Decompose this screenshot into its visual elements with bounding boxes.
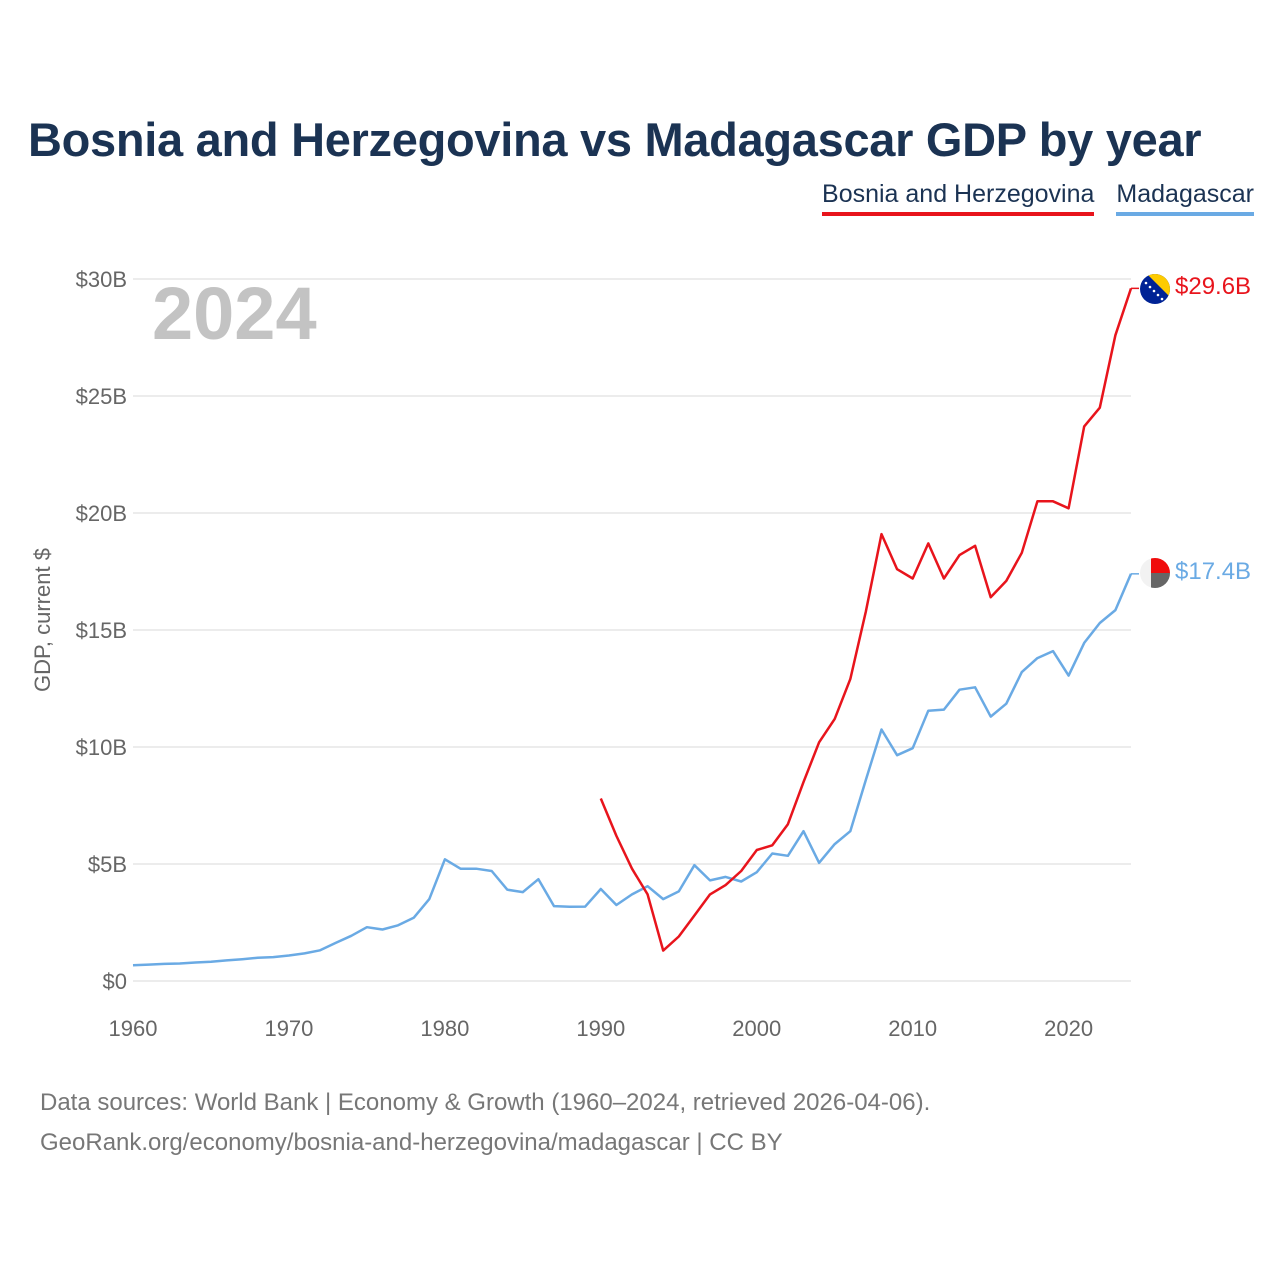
series-line-bih[interactable] xyxy=(599,288,1133,952)
y-tick-label: $15B xyxy=(76,618,127,643)
madagascar-flag-icon xyxy=(1140,558,1170,588)
y-tick-label: $5B xyxy=(88,852,127,877)
source-link[interactable]: GeoRank.org/economy/bosnia-and-herzegovi… xyxy=(40,1129,783,1156)
bosnia-flag-icon xyxy=(1140,274,1170,304)
legend-item-madagascar[interactable]: Madagascar xyxy=(1116,180,1254,216)
x-tick-label: 1990 xyxy=(576,1016,625,1041)
legend-item-bosnia[interactable]: Bosnia and Herzegovina xyxy=(822,180,1095,216)
gdp-line-chart: $0 $5B $10B $15B $20B $25B $30B 1960 1970 1980 19… xyxy=(30,267,1251,1041)
bosnia-end-value-label: $29.6B xyxy=(1175,273,1251,300)
y-tick-label: $10B xyxy=(76,735,127,760)
x-tick-label: 2010 xyxy=(888,1016,937,1041)
chart-footer: Data sources: World Bank | Economy & Gro… xyxy=(40,1083,930,1163)
chart-legend: Bosnia and Herzegovina Madagascar xyxy=(822,180,1254,216)
data-source-note: Data sources: World Bank | Economy & Gro… xyxy=(40,1089,931,1116)
x-tick-label: 1970 xyxy=(264,1016,313,1041)
x-tick-label: 2020 xyxy=(1044,1016,1093,1041)
x-tick-label: 1960 xyxy=(109,1016,158,1041)
y-tick-label: $20B xyxy=(76,501,127,526)
y-axis-label: GDP, current $ xyxy=(30,548,55,692)
x-tick-label: 1980 xyxy=(420,1016,469,1041)
current-year-label: 2024 xyxy=(152,272,317,355)
y-tick-label: $0 xyxy=(103,969,127,994)
y-tick-label: $25B xyxy=(76,384,127,409)
y-tick-label: $30B xyxy=(76,267,127,292)
x-tick-label: 2000 xyxy=(732,1016,781,1041)
chart-title: Bosnia and Herzegovina vs Madagascar GDP… xyxy=(28,113,1202,166)
series-line-mdg[interactable] xyxy=(132,573,1133,967)
madagascar-end-value-label: $17.4B xyxy=(1175,558,1251,585)
